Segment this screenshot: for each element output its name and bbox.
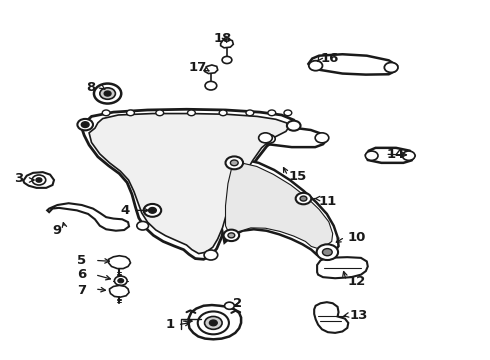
Polygon shape <box>110 285 129 297</box>
Polygon shape <box>220 39 233 48</box>
Circle shape <box>102 110 110 116</box>
Polygon shape <box>366 148 415 163</box>
Polygon shape <box>24 172 54 188</box>
Polygon shape <box>204 65 218 73</box>
Circle shape <box>100 88 116 99</box>
Circle shape <box>204 316 222 329</box>
Polygon shape <box>314 302 348 333</box>
Polygon shape <box>225 163 333 249</box>
Text: 16: 16 <box>320 52 339 65</box>
Circle shape <box>315 133 329 143</box>
Circle shape <box>268 110 276 116</box>
Circle shape <box>104 91 111 96</box>
Circle shape <box>219 110 227 116</box>
Polygon shape <box>308 54 397 75</box>
Circle shape <box>225 157 243 169</box>
Text: 3: 3 <box>14 172 23 185</box>
Polygon shape <box>189 305 241 339</box>
Circle shape <box>188 110 196 116</box>
Text: 9: 9 <box>52 224 62 237</box>
Circle shape <box>94 84 121 104</box>
Circle shape <box>204 250 218 260</box>
Text: 5: 5 <box>77 254 86 267</box>
Circle shape <box>384 63 398 72</box>
Polygon shape <box>317 257 368 278</box>
Circle shape <box>224 302 234 309</box>
Circle shape <box>156 110 164 116</box>
Circle shape <box>36 178 42 182</box>
Text: 6: 6 <box>77 268 86 281</box>
Circle shape <box>198 311 229 334</box>
Polygon shape <box>82 109 297 259</box>
Text: 18: 18 <box>213 32 232 45</box>
Circle shape <box>295 193 311 204</box>
Circle shape <box>205 81 217 90</box>
Circle shape <box>115 276 127 285</box>
Circle shape <box>77 119 93 130</box>
Polygon shape <box>47 203 129 231</box>
Circle shape <box>402 151 415 160</box>
Circle shape <box>81 122 89 127</box>
Text: 7: 7 <box>77 284 86 297</box>
Circle shape <box>209 320 217 326</box>
Circle shape <box>230 160 238 166</box>
Text: 17: 17 <box>189 61 207 74</box>
Polygon shape <box>220 158 339 257</box>
Text: 10: 10 <box>347 231 366 244</box>
Circle shape <box>300 196 307 201</box>
Text: 12: 12 <box>347 275 366 288</box>
Text: 1: 1 <box>165 318 174 331</box>
Circle shape <box>32 175 46 185</box>
Circle shape <box>366 151 378 160</box>
Circle shape <box>144 204 161 217</box>
Circle shape <box>284 110 292 116</box>
Text: 15: 15 <box>289 170 307 183</box>
Text: 13: 13 <box>350 309 368 322</box>
Circle shape <box>246 110 254 116</box>
Circle shape <box>137 221 148 230</box>
Text: 2: 2 <box>233 297 242 310</box>
Circle shape <box>222 57 232 64</box>
Text: 11: 11 <box>318 195 336 208</box>
Circle shape <box>126 110 134 116</box>
Circle shape <box>223 230 239 241</box>
Circle shape <box>322 249 332 256</box>
Circle shape <box>259 133 272 143</box>
Polygon shape <box>89 113 289 253</box>
Circle shape <box>264 135 275 143</box>
Text: 14: 14 <box>386 148 405 162</box>
Text: 8: 8 <box>87 81 96 94</box>
Text: 4: 4 <box>121 204 130 217</box>
Circle shape <box>148 207 156 213</box>
Circle shape <box>309 61 322 71</box>
Circle shape <box>228 233 235 238</box>
Circle shape <box>317 244 338 260</box>
Circle shape <box>118 279 123 283</box>
Polygon shape <box>109 256 130 269</box>
Polygon shape <box>260 127 327 147</box>
Circle shape <box>287 121 300 131</box>
